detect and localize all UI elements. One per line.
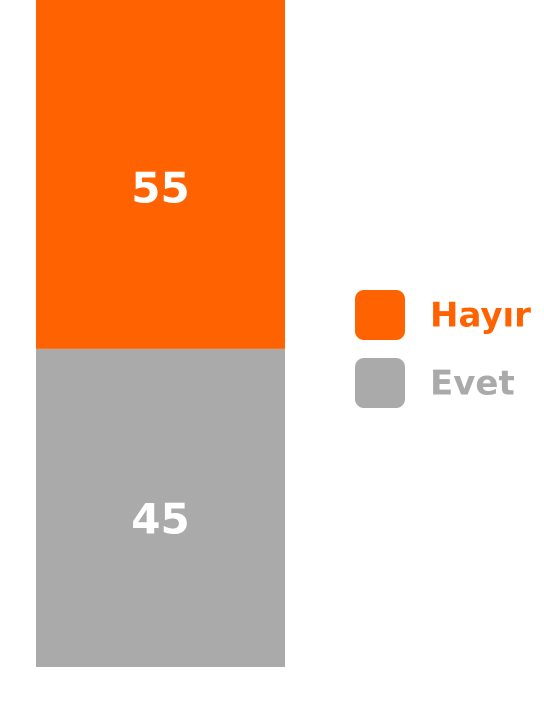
legend-swatch xyxy=(355,290,405,340)
legend-label: Evet xyxy=(430,364,515,404)
legend-swatch xyxy=(355,358,405,408)
data-label: 45 xyxy=(131,494,189,543)
data-label: 55 xyxy=(131,163,189,212)
bar-segment xyxy=(36,0,285,349)
legend-label: Hayır xyxy=(430,296,531,336)
bar-segment xyxy=(36,348,285,667)
